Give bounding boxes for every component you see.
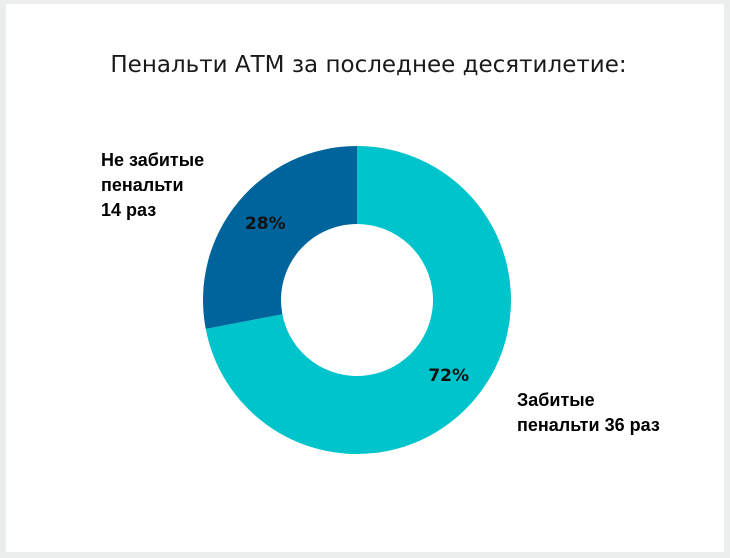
callout-scored-line-1: Забитые — [517, 390, 595, 410]
callout-missed-line-2: пенальти — [101, 175, 184, 195]
slice-scored — [205, 146, 511, 455]
slice-missed — [203, 146, 357, 329]
callout-scored: Забитые пенальти 36 раз — [517, 388, 660, 438]
callout-missed-line-3: 14 раз — [101, 200, 157, 220]
callout-missed-line-1: Не забитые — [101, 150, 205, 170]
slice-label-scored: 72% — [428, 366, 469, 386]
chart-frame — [6, 4, 724, 552]
callout-missed: Не забитые пенальти 14 раз — [101, 148, 204, 223]
slice-label-missed: 28% — [245, 214, 286, 234]
chart-title: Пенальти АТМ за последнее десятилетие: — [110, 52, 627, 78]
callout-scored-line-2: пенальти 36 раз — [517, 415, 660, 435]
